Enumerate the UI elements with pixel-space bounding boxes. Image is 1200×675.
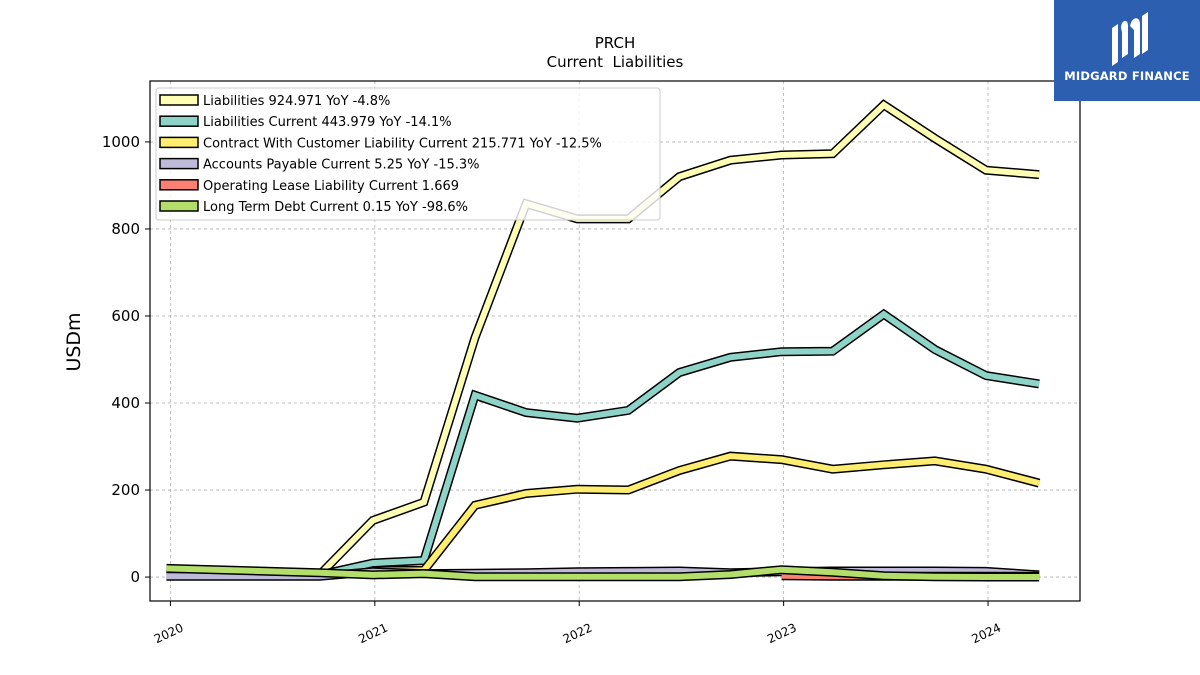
logo-icon [1112, 12, 1148, 66]
legend-label: Long Term Debt Current 0.15 YoY -98.6% [203, 200, 468, 215]
series-outline [318, 308, 1040, 580]
legend-swatch [159, 200, 199, 212]
legend-swatch [159, 115, 199, 127]
chart-subtitle: Current Liabilities [547, 53, 684, 71]
y-tick-label: 600 [111, 307, 140, 325]
y-tick-label: 800 [111, 220, 140, 238]
y-tick-label: 0 [130, 568, 140, 586]
legend: Liabilities 924.971 YoY -4.8% Liabilities… [155, 87, 661, 221]
series-line [318, 310, 1040, 578]
x-tick-label: 2024 [970, 621, 1004, 647]
x-tick-label: 2022 [561, 621, 595, 647]
legend-label: Accounts Payable Current 5.25 YoY -15.3% [203, 158, 480, 173]
series-outline [372, 451, 1041, 575]
series-line [317, 101, 1040, 577]
legend-label: Contract With Customer Liability Current… [203, 136, 602, 151]
y-tick-label: 1000 [102, 133, 140, 151]
logo-text: MIDGARD FINANCE [1064, 69, 1190, 83]
legend-swatch [159, 179, 199, 191]
brand-logo: MIDGARD FINANCE [1054, 0, 1200, 101]
series-line [166, 565, 1040, 580]
legend-label: Liabilities Current 443.979 YoY -14.1% [203, 115, 452, 130]
y-tick-label: 400 [111, 394, 140, 412]
y-axis-label: USDm [63, 312, 85, 371]
legend-swatch [159, 136, 199, 149]
legend-box [155, 87, 661, 221]
y-tick-label: 200 [111, 481, 140, 499]
chart-title: PRCH [595, 34, 635, 52]
legend-label: Operating Lease Liability Current 1.669 [203, 179, 459, 194]
x-tick-label: 2021 [356, 621, 390, 647]
legend-swatch [159, 94, 199, 106]
x-tick-label: 2020 [152, 621, 186, 647]
legend-swatch [159, 157, 199, 170]
series-lines [166, 99, 1041, 582]
plot-frame [149, 80, 1081, 602]
legend-label: Liabilities 924.971 YoY -4.8% [203, 94, 390, 109]
x-tick-label: 2023 [765, 621, 799, 647]
series-line [372, 453, 1040, 574]
